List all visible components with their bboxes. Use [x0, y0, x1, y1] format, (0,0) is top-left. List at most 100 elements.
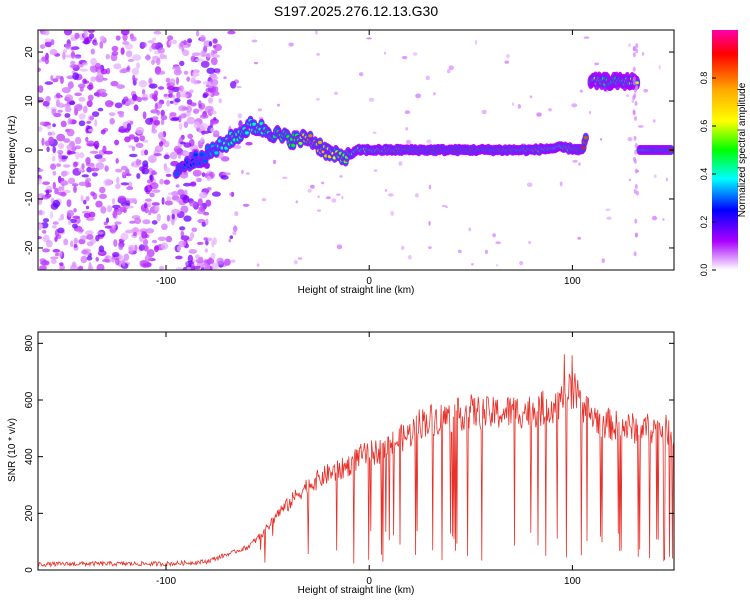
- colorbar-tick-label: 0.0: [699, 264, 709, 277]
- noise-blob: [144, 198, 152, 202]
- noise-blob: [145, 54, 150, 61]
- noise-blob: [193, 121, 200, 129]
- noise-blob: [484, 249, 489, 255]
- noise-blob: [89, 33, 95, 39]
- noise-blob: [178, 122, 183, 131]
- noise-blob: [116, 84, 125, 89]
- noise-blob: [189, 200, 198, 207]
- noise-blob: [316, 209, 322, 212]
- ridge-core: [298, 141, 303, 145]
- noise-blob: [197, 198, 203, 207]
- noise-blob: [223, 76, 227, 80]
- noise-blob: [151, 189, 161, 193]
- noise-blob: [199, 114, 209, 119]
- noise-blob: [175, 267, 183, 270]
- noise-blob: [273, 159, 277, 165]
- noise-blob: [183, 182, 192, 187]
- noise-blob: [198, 256, 204, 261]
- noise-blob: [50, 258, 57, 264]
- noise-blob: [85, 177, 92, 183]
- noise-blob: [54, 187, 59, 195]
- noise-blob: [148, 155, 157, 164]
- noise-blob: [180, 113, 187, 119]
- noise-blob: [80, 255, 88, 264]
- noise-blob: [212, 91, 220, 96]
- noise-blob: [78, 238, 86, 245]
- noise-blob: [428, 221, 431, 226]
- noise-blob: [95, 162, 105, 170]
- noise-blob: [125, 43, 133, 50]
- noise-blob: [156, 57, 161, 66]
- noise-blob: [73, 237, 79, 245]
- noise-blob: [182, 49, 190, 57]
- noise-blob: [113, 63, 122, 70]
- noise-blob: [66, 210, 75, 217]
- figure-title: S197.2025.276.12.13.G30: [274, 3, 438, 19]
- noise-blob: [187, 133, 193, 139]
- noise-blob: [52, 123, 56, 128]
- noise-blob: [195, 58, 204, 62]
- y-tick-label: 0: [24, 147, 35, 153]
- noise-blob: [121, 171, 126, 179]
- ridge-core: [583, 136, 588, 140]
- noise-blob: [191, 227, 198, 233]
- noise-blob: [206, 186, 212, 191]
- noise-blob: [124, 128, 130, 133]
- noise-blob: [165, 235, 173, 243]
- noise-blob: [145, 117, 154, 125]
- noise-blob: [192, 52, 201, 56]
- ridge-core: [635, 81, 639, 85]
- noise-blob: [310, 184, 315, 189]
- noise-blob: [79, 86, 84, 92]
- noise-blob: [171, 208, 181, 215]
- noise-blob: [212, 44, 217, 49]
- noise-blob: [74, 136, 82, 145]
- x-tick-label: -100: [156, 576, 176, 587]
- noise-blob: [81, 62, 88, 66]
- noise-blob: [95, 257, 99, 262]
- noise-blob: [579, 89, 583, 93]
- noise-blob: [106, 205, 113, 213]
- noise-blob: [195, 30, 200, 37]
- noise-blob: [94, 119, 98, 127]
- noise-blob: [87, 30, 95, 33]
- noise-blob: [151, 42, 159, 50]
- noise-blob: [200, 50, 207, 58]
- noise-blob: [88, 211, 96, 218]
- noise-blob: [62, 52, 66, 60]
- noise-blob: [190, 77, 196, 84]
- noise-blob: [241, 169, 244, 175]
- noise-blob: [148, 210, 152, 216]
- noise-blob: [78, 228, 84, 233]
- noise-blob: [157, 47, 165, 54]
- colorbar-ticks: 0.0 0.2 0.4 0.6 0.8: [699, 72, 716, 277]
- noise-blob: [405, 139, 412, 145]
- noise-blob: [634, 168, 638, 174]
- noise-blob: [140, 80, 146, 85]
- noise-blob: [80, 235, 88, 241]
- noise-blob: [44, 58, 50, 65]
- noise-blob: [161, 197, 165, 205]
- noise-blob: [205, 87, 213, 93]
- noise-blob: [221, 262, 227, 267]
- noise-blob: [145, 228, 155, 234]
- noise-blob: [179, 60, 185, 66]
- noise-blob: [128, 144, 134, 149]
- noise-blob: [168, 192, 172, 196]
- noise-blob: [38, 67, 41, 73]
- noise-blob: [39, 261, 46, 265]
- noise-blob: [52, 249, 61, 253]
- noise-blob: [634, 116, 637, 121]
- noise-blob: [93, 41, 98, 46]
- noise-blob: [166, 86, 176, 91]
- noise-blob: [163, 179, 170, 185]
- noise-blob: [471, 263, 474, 266]
- noise-blob: [232, 230, 237, 236]
- noise-blob: [131, 227, 140, 233]
- noise-blob: [100, 68, 108, 75]
- noise-blob: [339, 175, 343, 178]
- noise-blob: [160, 242, 169, 250]
- noise-blob: [86, 217, 95, 221]
- noise-blob: [104, 225, 113, 229]
- noise-blob: [256, 263, 260, 267]
